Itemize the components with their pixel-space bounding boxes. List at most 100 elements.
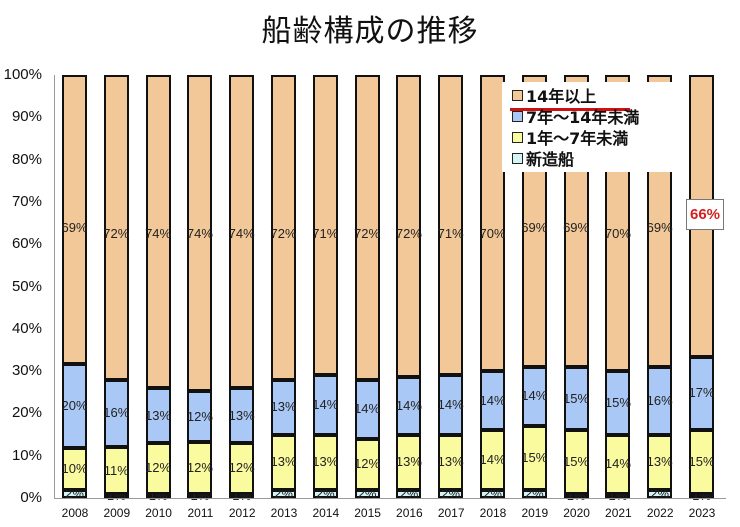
legend-highlight-underline [510,108,630,111]
x-tick-label: 2015 [354,506,381,520]
data-label: 15% [563,454,590,470]
data-label: 72% [354,226,381,241]
bar-segment-over14 [312,75,338,376]
bar-segment-new [396,489,422,498]
data-label: 14% [604,456,631,472]
data-label: 72% [395,226,422,241]
data-label: 13% [145,407,172,423]
data-label: 71% [312,226,339,241]
data-label: 2% [357,485,377,501]
legend-item-1to7: 1年～7年未満 [512,127,628,148]
legend-swatch-new [512,152,523,164]
bar-segment-over14 [354,75,380,380]
y-axis-line [54,75,55,499]
data-label: 12% [354,456,381,472]
x-tick-label: 2014 [312,506,340,520]
x-tick-label: 2018 [479,506,507,520]
bar-2011: 1% 12% 12% 74% [187,75,213,502]
data-label: 15% [521,449,548,465]
y-tick-label: 30% [11,362,42,380]
data-label: 69% [646,220,673,235]
x-tick-label: 2008 [61,506,89,520]
legend-swatch-7to14 [512,110,523,122]
data-label: 14% [395,397,422,413]
legend-swatch-over14 [512,89,523,101]
data-label: 12% [186,408,213,424]
y-tick-label: 20% [11,404,42,422]
plot-area: 2% 10% 20% 69% 1% 11% 16% 72% 1% 12% 13% 74% 1% 12% 12… [54,75,726,502]
bar-segment-new [145,493,171,498]
bar-2014: 2% 13% 14% 71% [312,75,338,500]
bar-segment-y1to7 [689,429,714,494]
x-tick-label: 2023 [688,506,716,520]
bar-segment-y7to14 [229,388,255,444]
data-label: 70% [479,226,506,241]
bar-segment-y7to14 [62,364,87,448]
x-axis-line [54,498,726,499]
x-tick-label: 2020 [563,506,590,520]
y-tick-label: 70% [11,192,42,210]
data-label: 14% [521,388,548,404]
bar-2016: 2% 13% 14% 72% [396,75,422,500]
data-label: 14% [479,451,506,467]
x-tick-label: 2021 [605,506,632,520]
legend: 14年以上 7年～14年未満 1年～7年未満 新造船 [502,82,688,172]
y-tick-label: 0% [20,489,42,506]
bar-2017: 2% 13% 14% 71% [438,75,464,500]
bar-segment-over14 [480,75,505,372]
data-label: 2% [650,485,670,501]
legend-swatch-1to7 [512,131,523,143]
bar-segment-y1to7 [187,442,213,494]
data-label: 16% [103,405,130,421]
bar-segment-y1to7 [312,434,338,490]
bar-segment-y7to14 [312,375,338,435]
bar-segment-y7to14 [354,379,380,439]
y-tick-label: 80% [11,150,42,168]
bar-segment-new [438,489,464,498]
bar-segment-new [605,493,631,498]
bar-segment-new [354,489,380,498]
bar-2018: 2% 14% 14% 70% [479,75,506,500]
bar-segment-over14 [438,75,464,376]
bar-segment-y7to14 [271,379,296,435]
bar-2009: 1% 11% 16% 72% [103,75,129,502]
data-label: 69% [61,220,88,235]
bar-segment-y1to7 [396,435,422,490]
bar-segment-over14 [145,75,171,389]
y-tick-label: 60% [11,235,42,253]
bar-segment-y7to14 [647,366,673,435]
bar-segment-new [103,493,129,498]
data-label: 13% [270,454,297,470]
y-tick-label: 10% [11,446,42,464]
data-label: 16% [646,392,673,408]
data-label: 13% [270,399,297,415]
data-label: 2% [274,485,293,501]
bar-2012: 1% 12% 13% 74% [229,75,255,502]
data-label: 14% [437,396,464,412]
x-tick-label: 2012 [228,506,256,520]
data-label: 13% [437,454,464,470]
bar-segment-new [312,489,338,498]
bar-segment-y7to14 [103,379,129,448]
bar-segment-y1to7 [605,434,631,494]
bar-2010: 1% 12% 13% 74% [145,75,171,502]
bar-segment-new [647,489,673,498]
data-label: 13% [228,407,255,423]
bar-segment-over14 [103,75,129,380]
bar-segment-y1to7 [563,430,589,494]
bar-segment-y1to7 [354,438,380,490]
data-label: 14% [312,396,339,412]
legend-item-7to14: 7年～14年未満 [512,106,639,127]
bar-segment-y1to7 [521,426,547,490]
x-tick-label: 2016 [396,506,423,520]
data-label: 11% [103,462,129,478]
bar-segment-y7to14 [689,357,714,430]
bar-segment-new [689,493,714,498]
data-label: 12% [186,460,213,476]
bar-segment-new [187,493,213,498]
data-label: 69% [521,220,548,235]
legend-label: 14年以上 [526,87,597,106]
bar-2015: 2% 12% 14% 72% [354,75,380,500]
data-label: 2% [483,485,502,501]
data-label: 71% [437,226,464,241]
